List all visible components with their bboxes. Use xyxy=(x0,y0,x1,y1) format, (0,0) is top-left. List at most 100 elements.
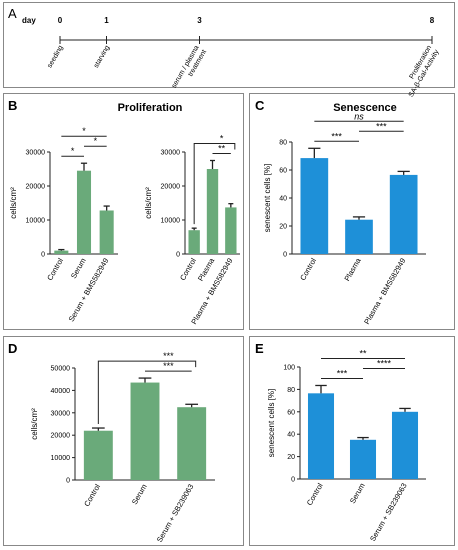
sig-label-e: ** xyxy=(359,348,367,358)
bar-b-serum-0 xyxy=(54,250,69,254)
x-tick-label-c-2: Plasma + BMS582949 xyxy=(362,257,407,326)
y-tick-label-c: 40 xyxy=(279,196,287,203)
bar-e-0 xyxy=(307,393,335,479)
x-tick-label-d-1: Serum xyxy=(130,483,149,507)
sig-label-b-serum: * xyxy=(71,146,75,156)
y-tick-label-b-serum: 10000 xyxy=(26,218,46,225)
sig-label-c: *** xyxy=(376,121,387,131)
sig-label-d: *** xyxy=(163,351,174,361)
senescence-title: Senescence xyxy=(333,102,397,114)
y-tick-label-c: 20 xyxy=(279,224,287,231)
y-tick-label-e: 40 xyxy=(287,432,295,439)
timeline-event-line: seeding xyxy=(46,44,64,69)
chart-c-senescence: 0 20 40 60 80 senescent cells [%] Control Plasm… xyxy=(263,111,426,326)
chart-e-senescence: 0 20 40 60 80 100 senescent cells [%] Control Se… xyxy=(267,348,426,543)
x-tick-label-b-serum-1: Serum xyxy=(69,257,88,281)
y-tick-label-d: 0 xyxy=(66,478,70,485)
x-tick-label-d-0: Control xyxy=(82,482,102,508)
chart-b-plasma: 0100002000030000cells/cm²ControlPlasmaPl… xyxy=(144,134,240,326)
panel-letter-a: A xyxy=(8,6,17,21)
bar-c-2 xyxy=(389,174,418,254)
y-axis-label-b-serum: cells/cm² xyxy=(9,187,18,219)
y-tick-label-d: 30000 xyxy=(51,410,71,417)
y-tick-label-d: 50000 xyxy=(51,366,71,373)
timeline-day-1: 1 xyxy=(104,16,109,25)
chart-d-proliferation: 0 10000 20000 30000 40000 50000 cells/cm² Contr… xyxy=(30,351,215,544)
panel-letter-e: E xyxy=(255,341,264,356)
y-tick-label-e: 80 xyxy=(287,387,295,394)
panel-b-frame xyxy=(3,93,244,330)
y-tick-label-c: 60 xyxy=(279,168,287,175)
sig-label-b-plasma: ** xyxy=(218,144,226,154)
timeline-day-label: day xyxy=(22,16,36,25)
panel-d-frame xyxy=(3,336,244,546)
timeline-event-day-8: ProliferationSA-β-Gal-Activity xyxy=(400,44,440,98)
y-tick-label-e: 20 xyxy=(287,454,295,461)
sig-label-b-plasma: * xyxy=(220,134,224,144)
panel-letter-d: D xyxy=(8,341,17,356)
y-axis-label-b-plasma: cells/cm² xyxy=(144,187,153,219)
panel-letter-c: C xyxy=(255,98,265,113)
y-tick-label-b-plasma: 0 xyxy=(176,252,180,259)
bar-d-1 xyxy=(130,382,160,480)
y-tick-label-d: 40000 xyxy=(51,388,71,395)
sig-label-b-serum: * xyxy=(82,126,86,136)
sig-label-e: **** xyxy=(377,358,392,368)
bar-b-plasma-2 xyxy=(225,207,237,254)
timeline: day 0 1 3 8 seeding starving serum / plasmatrea… xyxy=(22,16,441,99)
y-tick-label-b-serum: 20000 xyxy=(26,184,46,191)
y-axis-label-e: senescent cells [%] xyxy=(267,389,276,457)
bar-e-1 xyxy=(349,439,377,479)
timeline-day-0: 0 xyxy=(58,16,63,25)
y-tick-label-e: 60 xyxy=(287,409,295,416)
bar-c-0 xyxy=(300,158,329,254)
y-tick-label-b-serum: 30000 xyxy=(26,150,46,157)
y-tick-label-e: 100 xyxy=(283,365,295,372)
y-axis-label-d: cells/cm² xyxy=(30,408,39,440)
sig-label-b-serum: * xyxy=(94,136,98,146)
y-tick-label-b-plasma: 30000 xyxy=(161,150,181,157)
panel-a-frame xyxy=(3,2,455,88)
timeline-day-3: 3 xyxy=(197,16,202,25)
timeline-event-day-3: serum / plasmatreatment xyxy=(171,44,208,93)
x-tick-label-c-0: Control xyxy=(298,256,318,282)
bar-d-2 xyxy=(177,407,207,480)
y-tick-label-d: 10000 xyxy=(51,455,71,462)
x-tick-label-e-1: Serum xyxy=(348,482,367,506)
y-tick-label-c: 80 xyxy=(279,140,287,147)
timeline-day-8: 8 xyxy=(430,16,435,25)
sig-label-c: *** xyxy=(331,131,342,141)
y-axis-label-c: senescent cells [%] xyxy=(263,164,272,232)
y-tick-label-c: 0 xyxy=(283,252,287,259)
panel-letter-b: B xyxy=(8,98,17,113)
timeline-event-line: starving xyxy=(93,44,111,69)
timeline-event-day-1: starving xyxy=(93,44,111,69)
y-tick-label-b-plasma: 10000 xyxy=(161,218,181,225)
x-tick-label-d-2: Serum + SB239063 xyxy=(155,483,196,544)
x-tick-label-b-serum-0: Control xyxy=(45,256,65,282)
panel-e-frame xyxy=(249,336,455,546)
sig-label-d: *** xyxy=(163,361,174,371)
y-tick-label-b-plasma: 20000 xyxy=(161,184,181,191)
bar-b-plasma-1 xyxy=(206,169,219,254)
x-tick-label-c-1: Plasma xyxy=(342,256,363,283)
bar-b-plasma-0 xyxy=(188,230,200,254)
sig-bracket-d xyxy=(97,360,197,425)
bar-e-2 xyxy=(391,411,419,479)
y-tick-label-b-serum: 0 xyxy=(41,252,45,259)
panel-c-frame xyxy=(249,93,455,330)
timeline-event-day-0: seeding xyxy=(46,44,64,69)
bar-b-serum-2 xyxy=(99,210,114,254)
bar-c-1 xyxy=(345,219,373,254)
y-tick-label-d: 20000 xyxy=(51,433,71,440)
sig-bracket-b-plasma xyxy=(193,143,236,225)
y-tick-label-e: 0 xyxy=(291,477,295,484)
x-tick-label-e-2: Serum + SB239063 xyxy=(368,482,409,543)
sig-label-e: *** xyxy=(337,368,348,378)
bar-b-serum-1 xyxy=(76,170,92,254)
proliferation-title: Proliferation xyxy=(118,102,183,114)
bar-d-0 xyxy=(83,430,113,480)
x-tick-label-e-0: Control xyxy=(305,481,325,507)
